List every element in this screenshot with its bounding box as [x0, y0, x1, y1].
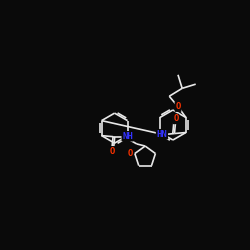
Text: O: O	[128, 148, 133, 158]
Text: NH: NH	[122, 132, 133, 141]
Text: O: O	[173, 114, 178, 124]
Text: O: O	[109, 147, 115, 156]
Text: HN: HN	[156, 130, 167, 139]
Text: O: O	[175, 102, 181, 111]
